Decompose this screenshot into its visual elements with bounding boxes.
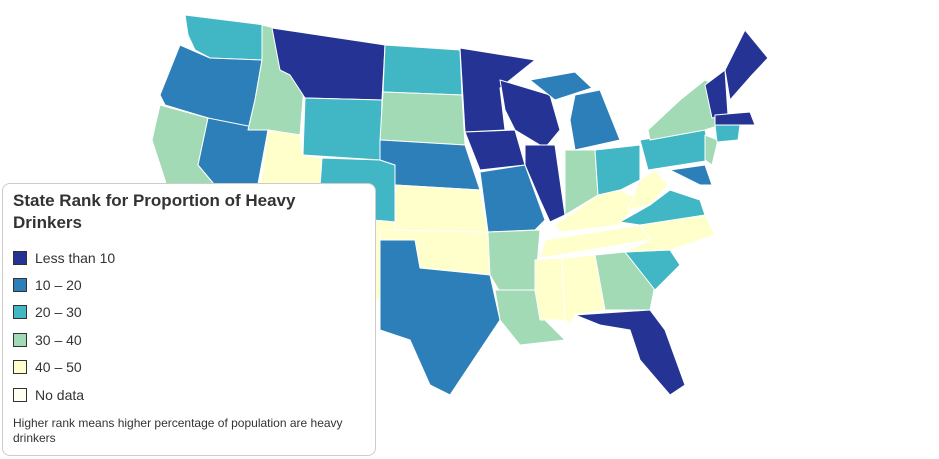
legend-note: Higher rank means higher percentage of p… [13,416,343,446]
legend-swatch [13,332,27,347]
legend-item: No data [13,381,365,408]
state [394,184,489,233]
legend: State Rank for Proportion of Heavy Drink… [2,183,376,456]
state [464,129,526,171]
legend-label: Less than 10 [35,249,116,266]
state [569,89,621,151]
legend-label: 30 – 40 [35,331,82,348]
legend-label: 40 – 50 [35,359,82,376]
state [627,169,669,211]
state [724,29,769,101]
state [479,164,546,233]
legend-swatch [13,387,27,402]
legend-item: 10 – 20 [13,271,365,298]
state [379,239,501,396]
legend-label: 10 – 20 [35,277,82,294]
legend-items: Less than 10 10 – 20 20 – 30 30 – 40 40 – 50… [13,244,365,408]
legend-item: 40 – 50 [13,354,365,381]
legend-item: 30 – 40 [13,326,365,353]
legend-swatch [13,305,27,320]
state [714,111,756,126]
legend-title: State Rank for Proportion of Heavy Drink… [13,191,296,232]
legend-item: Less than 10 [13,244,365,271]
state [459,47,536,133]
state [379,139,481,191]
legend-label: 20 – 30 [35,304,82,321]
state [704,134,719,166]
state [487,229,541,293]
legend-swatch [13,250,27,265]
state [379,91,466,146]
state [669,164,713,186]
state [529,71,593,101]
state [534,257,566,321]
state [574,309,686,396]
state [594,144,641,199]
legend-label: No data [35,386,85,403]
state [714,124,741,143]
legend-swatch [13,278,27,293]
state [594,251,656,311]
state [302,97,383,161]
legend-item: 20 – 30 [13,299,365,326]
state [524,144,566,223]
state [382,44,463,96]
legend-swatch [13,360,27,375]
